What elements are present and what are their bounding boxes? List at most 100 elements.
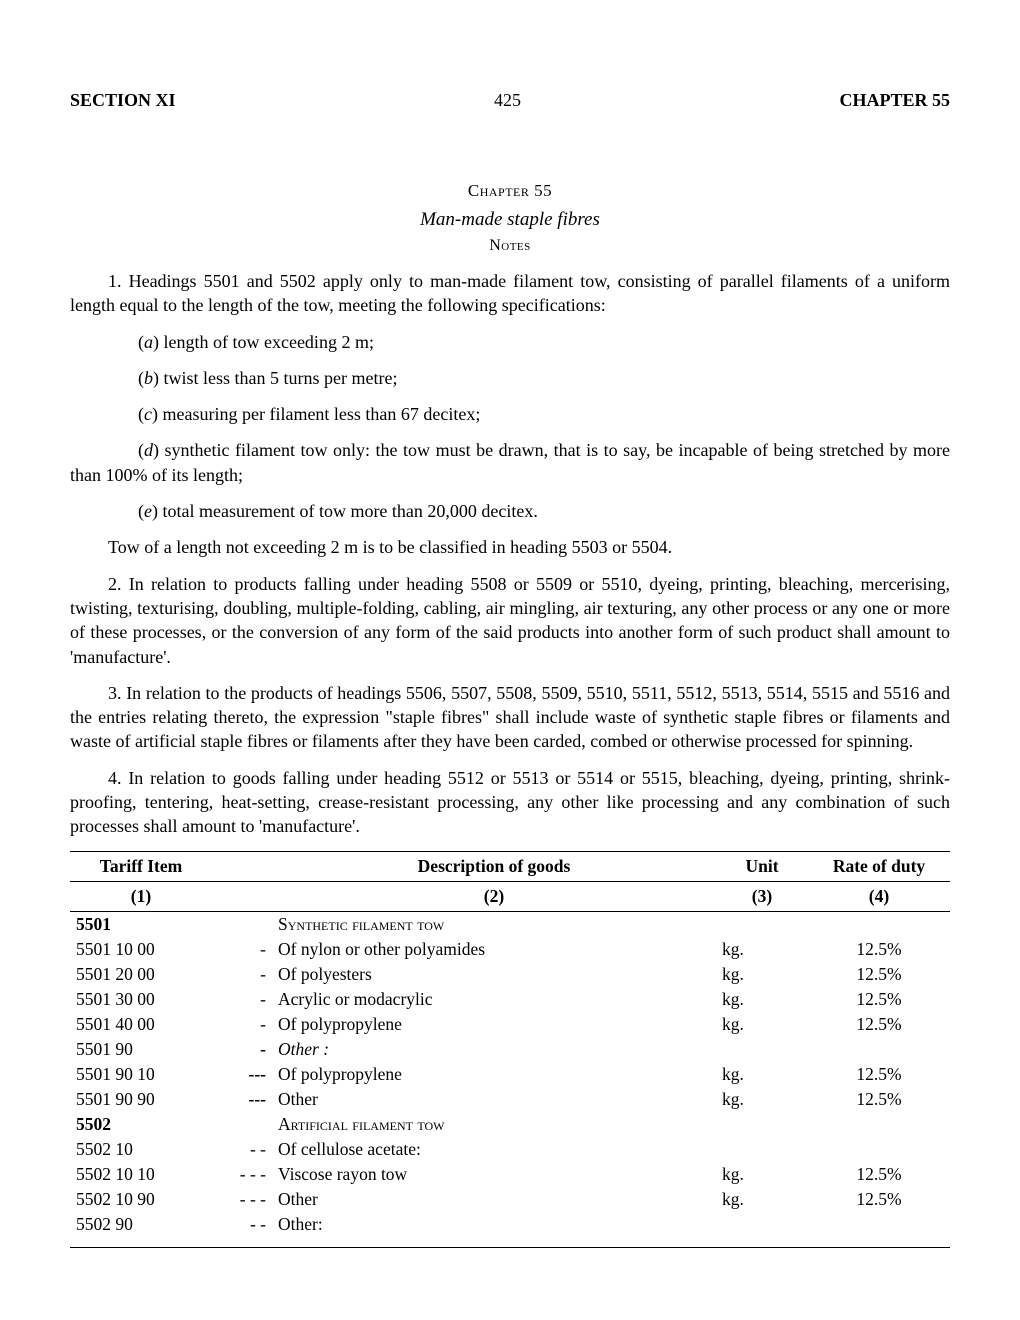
cell-tariff-item: 5501 (70, 911, 212, 937)
note-1-tow: Tow of a length not exceeding 2 m is to … (70, 535, 950, 559)
note-1: 1. Headings 5501 and 5502 apply only to … (70, 269, 950, 318)
cell-dash (212, 911, 272, 937)
table-row: 5501 40 00-Of polypropylenekg.12.5% (70, 1012, 950, 1037)
table-row: 5501 90 90---Otherkg.12.5% (70, 1087, 950, 1112)
table-bottom-rule (70, 1237, 950, 1248)
note-3: 3. In relation to the products of headin… (70, 681, 950, 754)
cell-description: Of cellulose acetate: (272, 1137, 716, 1162)
note-1b: (b) twist less than 5 turns per metre; (70, 366, 950, 390)
cell-dash: - (212, 962, 272, 987)
cell-tariff-item: 5502 10 10 (70, 1162, 212, 1187)
cell-unit (716, 1212, 808, 1237)
cell-rate: 12.5% (808, 937, 950, 962)
header-section: SECTION XI (70, 90, 176, 111)
cell-rate: 12.5% (808, 962, 950, 987)
note-4: 4. In relation to goods falling under he… (70, 766, 950, 839)
cell-tariff-item: 5501 90 90 (70, 1087, 212, 1112)
note-1c-label: c (144, 404, 152, 424)
chapter-label-text: Chapter 55 (468, 181, 552, 200)
cell-description: Synthetic filament tow (272, 911, 716, 937)
cell-unit: kg. (716, 1187, 808, 1212)
cell-description: Artificial filament tow (272, 1112, 716, 1137)
note-1d: (d) synthetic filament tow only: the tow… (70, 438, 950, 487)
note-1e-text: ) total measurement of tow more than 20,… (152, 501, 538, 521)
cell-description: Of polypropylene (272, 1012, 716, 1037)
table-row: 5502 10 10- - -Viscose rayon towkg.12.5% (70, 1162, 950, 1187)
cell-rate: 12.5% (808, 1162, 950, 1187)
cell-dash: --- (212, 1087, 272, 1112)
chapter-label: Chapter 55 (70, 181, 950, 201)
cell-dash: - (212, 937, 272, 962)
cell-unit (716, 1137, 808, 1162)
cell-unit (716, 1112, 808, 1137)
cell-tariff-item: 5501 90 (70, 1037, 212, 1062)
th-description: Description of goods (272, 851, 716, 881)
cell-rate (808, 1212, 950, 1237)
cell-tariff-item: 5501 90 10 (70, 1062, 212, 1087)
header-chapter: CHAPTER 55 (839, 90, 950, 111)
note-1d-text: ) synthetic filament tow only: the tow m… (70, 440, 950, 484)
note-1b-label: b (144, 368, 153, 388)
table-row: 5502 10- -Of cellulose acetate: (70, 1137, 950, 1162)
cell-rate: 12.5% (808, 1062, 950, 1087)
th-tariff-item: Tariff Item (70, 851, 212, 881)
chapter-title: Man-made staple fibres (70, 209, 950, 231)
cell-rate: 12.5% (808, 1012, 950, 1037)
th-col-dash (212, 881, 272, 911)
page-header: SECTION XI 425 CHAPTER 55 (70, 90, 950, 111)
cell-tariff-item: 5501 30 00 (70, 987, 212, 1012)
cell-rate (808, 1112, 950, 1137)
note-1c: (c) measuring per filament less than 67 … (70, 402, 950, 426)
cell-tariff-item: 5501 40 00 (70, 1012, 212, 1037)
note-1a: (a) length of tow exceeding 2 m; (70, 330, 950, 354)
cell-description: Other: (272, 1212, 716, 1237)
table-header-row: Tariff Item Description of goods Unit Ra… (70, 851, 950, 881)
notes-heading-text: Notes (489, 237, 531, 254)
cell-tariff-item: 5502 90 (70, 1212, 212, 1237)
table-row: 5501 Synthetic filament tow (70, 911, 950, 937)
cell-unit: kg. (716, 987, 808, 1012)
th-unit: Unit (716, 851, 808, 881)
cell-dash: - (212, 1037, 272, 1062)
tariff-table: Tariff Item Description of goods Unit Ra… (70, 851, 950, 1248)
cell-rate: 12.5% (808, 1187, 950, 1212)
cell-dash: --- (212, 1062, 272, 1087)
cell-unit: kg. (716, 937, 808, 962)
tariff-table-body: 5501 Synthetic filament tow5501 10 00-Of … (70, 911, 950, 1237)
cell-description: Other (272, 1187, 716, 1212)
page: SECTION XI 425 CHAPTER 55 Chapter 55 Man… (0, 0, 1020, 1320)
cell-rate (808, 1137, 950, 1162)
header-page-number: 425 (494, 90, 521, 111)
note-1e: (e) total measurement of tow more than 2… (70, 499, 950, 523)
cell-unit (716, 1037, 808, 1062)
cell-unit: kg. (716, 1162, 808, 1187)
cell-tariff-item: 5501 20 00 (70, 962, 212, 987)
note-1c-text: ) measuring per filament less than 67 de… (152, 404, 480, 424)
note-1b-text: ) twist less than 5 turns per metre; (153, 368, 397, 388)
cell-dash: - - (212, 1137, 272, 1162)
notes-heading: Notes (70, 237, 950, 255)
th-col4: (4) (808, 881, 950, 911)
table-row: 5502Artificial filament tow (70, 1112, 950, 1137)
cell-rate (808, 911, 950, 937)
th-col2: (2) (272, 881, 716, 911)
cell-description: Other : (272, 1037, 716, 1062)
table-row: 5501 90 10---Of polypropylenekg.12.5% (70, 1062, 950, 1087)
cell-unit (716, 911, 808, 937)
cell-dash: - - (212, 1212, 272, 1237)
note-1e-label: e (144, 501, 152, 521)
cell-rate: 12.5% (808, 987, 950, 1012)
table-row: 5501 10 00-Of nylon or other polyamidesk… (70, 937, 950, 962)
cell-dash (212, 1112, 272, 1137)
cell-tariff-item: 5502 10 (70, 1137, 212, 1162)
th-col3: (3) (716, 881, 808, 911)
note-1d-label: d (144, 440, 153, 460)
cell-unit: kg. (716, 962, 808, 987)
cell-description: Of nylon or other polyamides (272, 937, 716, 962)
cell-unit: kg. (716, 1087, 808, 1112)
table-row: 5502 90- -Other: (70, 1212, 950, 1237)
note-1a-text: ) length of tow exceeding 2 m; (153, 332, 374, 352)
th-dash-spacer (212, 851, 272, 881)
cell-unit: kg. (716, 1062, 808, 1087)
table-row: 5501 20 00-Of polyesterskg.12.5% (70, 962, 950, 987)
